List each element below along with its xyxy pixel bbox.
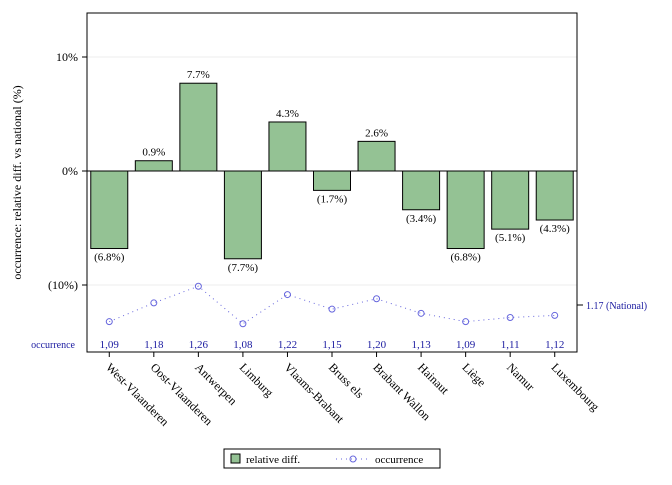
data-label: 0.9% [142, 147, 165, 159]
data-label: (5.1%) [495, 232, 526, 244]
occurrence-line [109, 285, 555, 325]
y-tick-label: 10% [56, 50, 78, 64]
bar [491, 170, 530, 230]
legend-box [223, 448, 441, 469]
occurrence-value-label: 1,08 [233, 339, 253, 351]
occurrence-value-label: 1,09 [100, 339, 120, 351]
occurrence-point [328, 305, 336, 313]
data-label: (4.3%) [540, 223, 571, 235]
occurrence-value-label: 1,26 [189, 339, 209, 351]
data-label: 4.3% [276, 108, 299, 120]
x-tick-label: Hainaut [415, 360, 452, 397]
occurrence-value-label: 1,15 [322, 339, 342, 351]
data-label: 2.6% [365, 127, 388, 139]
data-label: (6.8%) [451, 252, 482, 264]
occurrence-point [551, 311, 559, 319]
legend-swatch-bar [230, 453, 241, 464]
occurrence-point [283, 291, 291, 299]
occurrence-value-label: 1,09 [456, 339, 476, 351]
bar [402, 170, 441, 211]
national-label: 1.17 (National) [586, 301, 647, 312]
occurrence-point [417, 309, 425, 317]
occurrence-value-label: 1,22 [278, 339, 297, 351]
y-tick-label: (10%) [48, 278, 78, 292]
x-tick-label: Bruss els [326, 360, 367, 401]
occurrence-value-label: 1,13 [411, 339, 431, 351]
bar [90, 170, 129, 250]
bar [268, 121, 307, 172]
occurrence-value-label: 1,12 [545, 339, 564, 351]
x-tick-label: Limburg [237, 360, 276, 399]
occurrence-point [462, 318, 470, 326]
x-tick-label: Liège [460, 360, 489, 389]
occurrence-value-label: 1,18 [144, 339, 164, 351]
occurrence-point [506, 314, 514, 321]
occurrence-point [150, 299, 158, 307]
data-label: 7.7% [187, 69, 210, 81]
bar [134, 160, 173, 172]
bar [179, 82, 218, 172]
data-label: (6.8%) [94, 252, 125, 264]
occurrence-row-label: occurrence [31, 340, 75, 351]
occurrence-point [105, 318, 113, 326]
occurrence-point [373, 295, 381, 303]
occurrence-value-label: 1,11 [501, 339, 520, 351]
bar [223, 170, 262, 260]
y-axis-label: occurrence: relative diff. vs national (… [10, 85, 24, 279]
data-label: (7.7%) [228, 262, 259, 274]
legend-label: relative diff. [246, 454, 300, 466]
occurrence-value-label: 1,20 [367, 339, 387, 351]
bar [446, 170, 485, 250]
data-label: (1.7%) [317, 193, 348, 205]
x-tick-label: Luxembourg [549, 360, 603, 414]
occurrence-point [194, 282, 202, 290]
x-tick-label: Namur [504, 360, 537, 393]
bar [357, 140, 396, 172]
bar [535, 170, 574, 221]
y-tick-label: 0% [62, 164, 78, 178]
legend-swatch-point [349, 455, 357, 463]
bar [313, 170, 351, 191]
occurrence-point [239, 320, 247, 328]
legend-label: occurrence [375, 454, 423, 466]
data-label: (3.4%) [406, 213, 437, 225]
